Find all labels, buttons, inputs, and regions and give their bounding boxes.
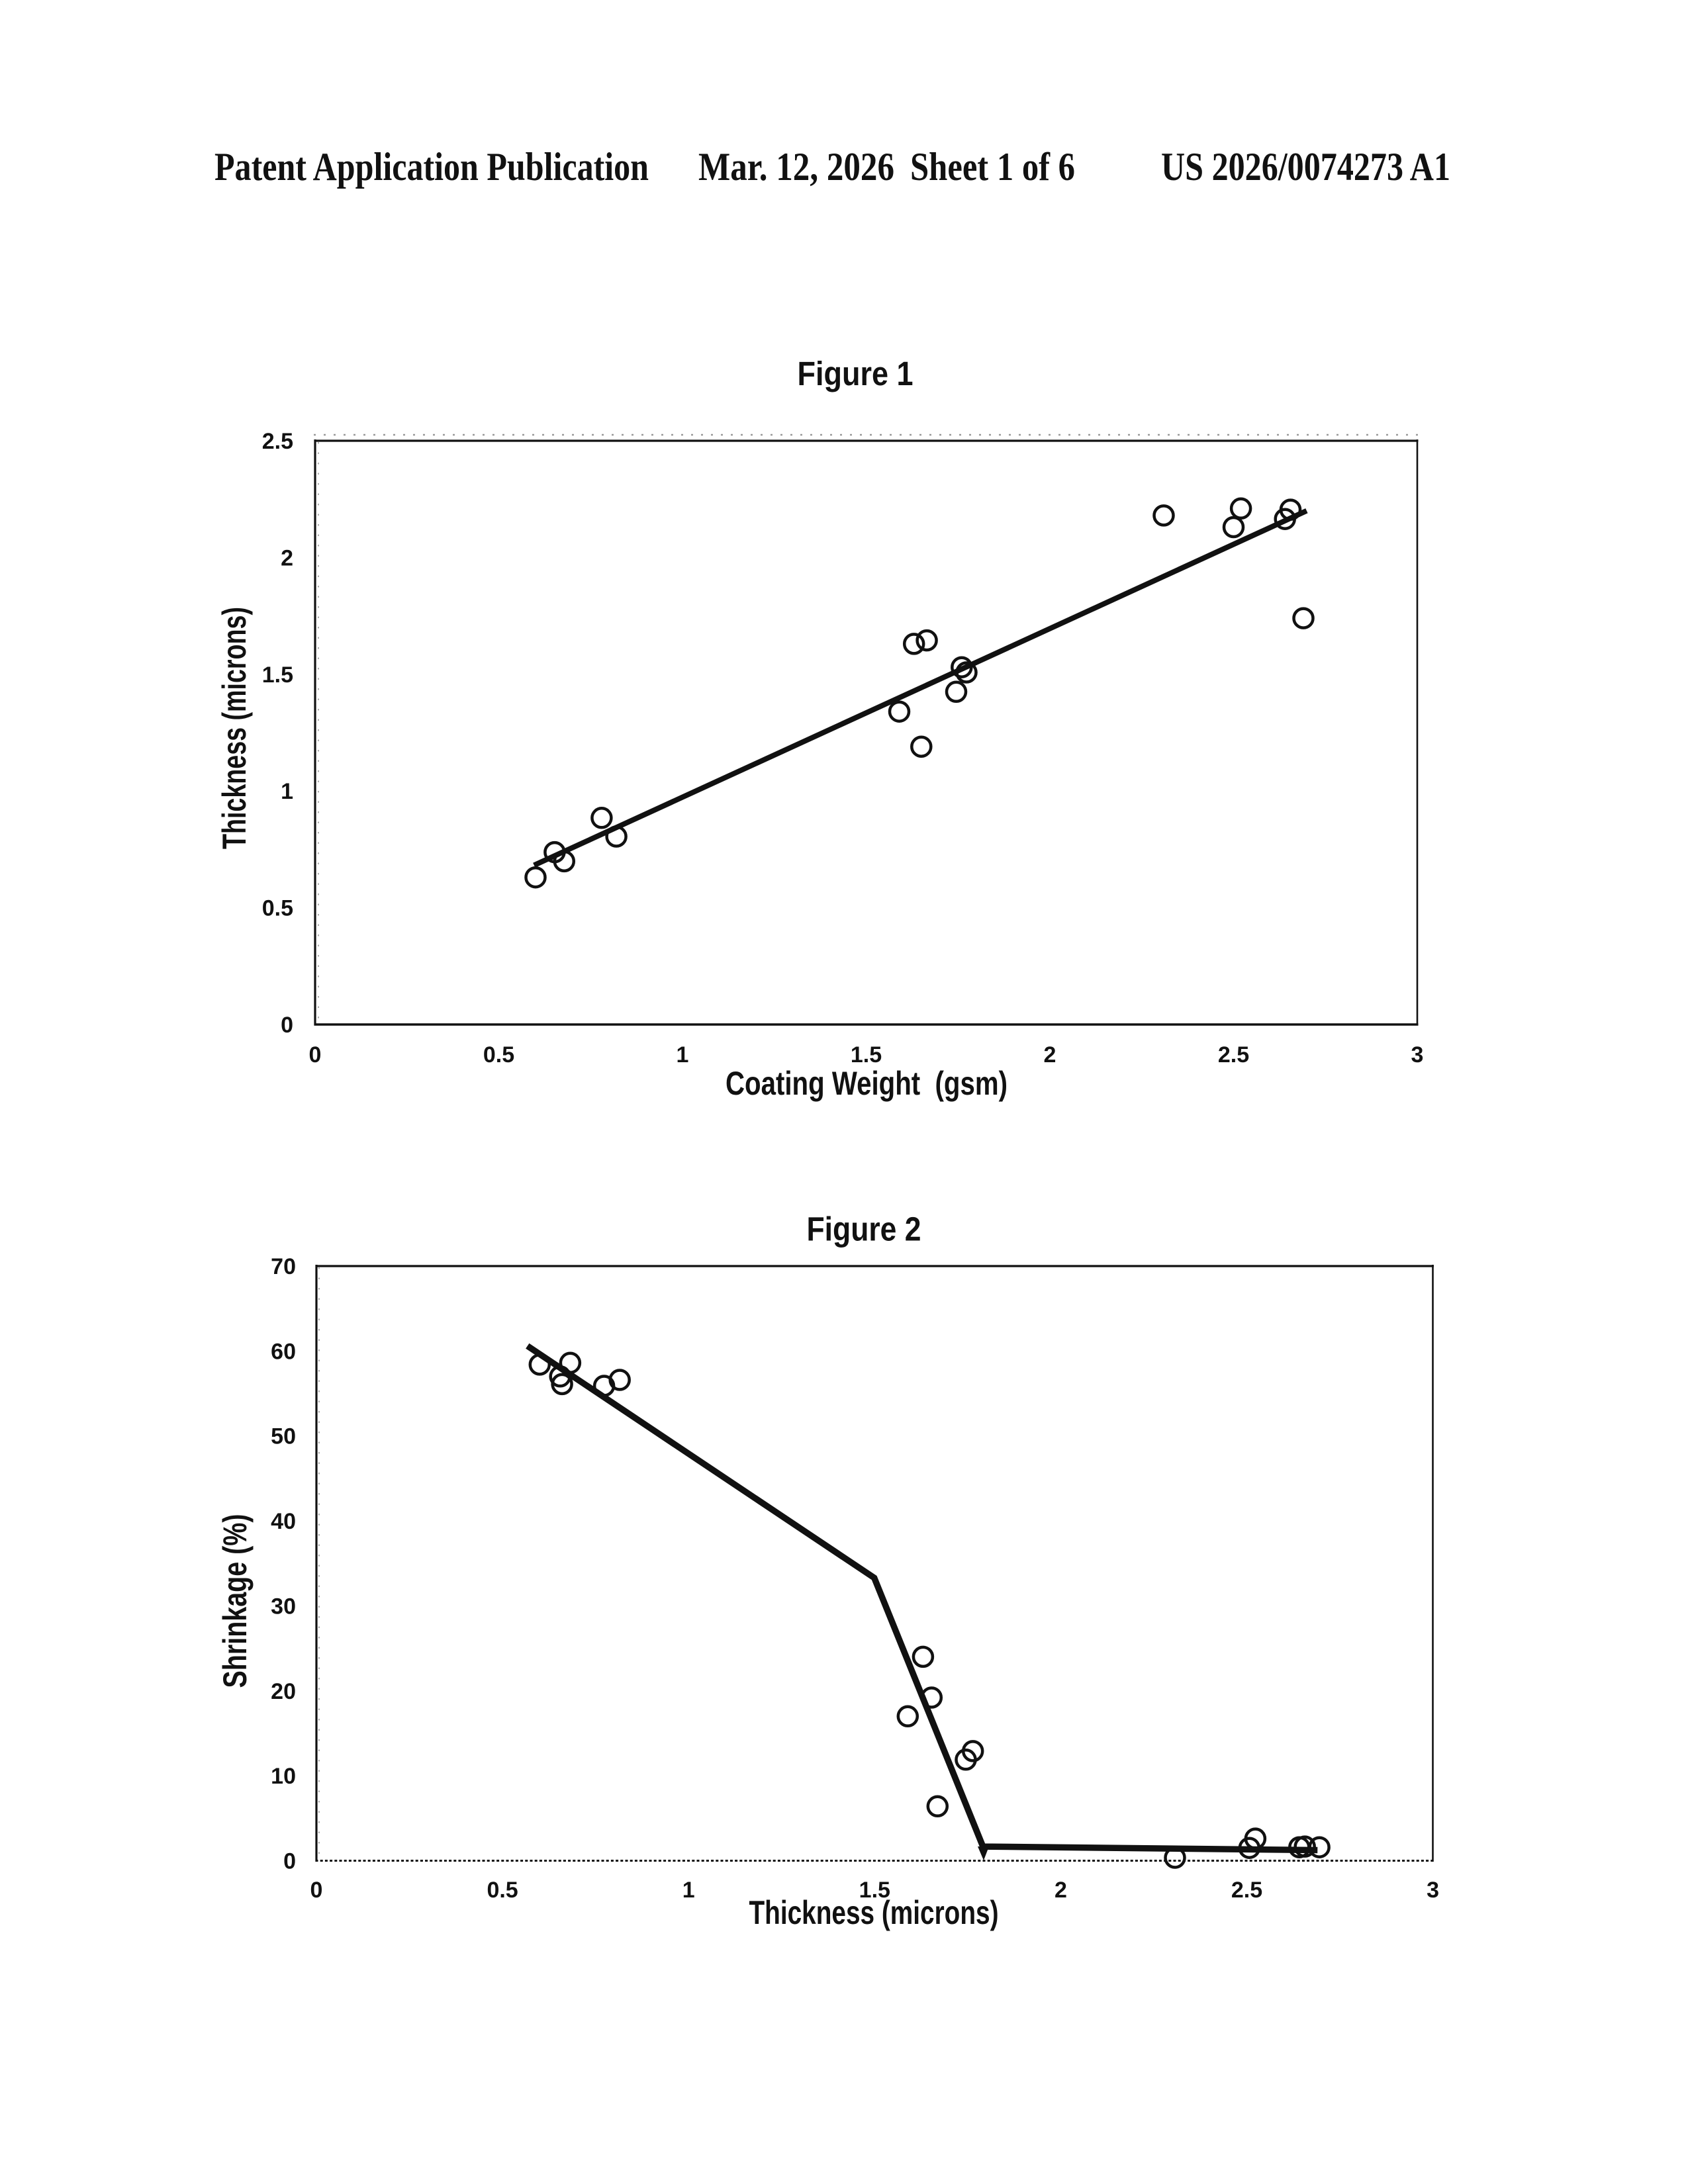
svg-text:1.5: 1.5: [262, 662, 293, 688]
svg-text:0.5: 0.5: [487, 1878, 518, 1903]
svg-text:0: 0: [309, 1042, 322, 1068]
svg-text:3: 3: [1411, 1042, 1424, 1068]
svg-text:10: 10: [271, 1764, 296, 1789]
svg-text:0.5: 0.5: [262, 896, 293, 921]
svg-text:1: 1: [281, 779, 293, 804]
svg-text:1: 1: [682, 1878, 695, 1903]
svg-text:2: 2: [281, 545, 293, 570]
svg-text:Thickness (microns): Thickness (microns): [216, 607, 253, 849]
svg-text:Coating Weight (gsm): Coating Weight (gsm): [726, 1065, 1008, 1102]
svg-text:50: 50: [271, 1424, 296, 1449]
svg-text:Shrinkage (%): Shrinkage (%): [216, 1514, 254, 1688]
svg-text:2.5: 2.5: [1218, 1042, 1249, 1068]
svg-text:70: 70: [271, 1254, 296, 1279]
svg-text:1.5: 1.5: [859, 1878, 890, 1903]
svg-text:0.5: 0.5: [483, 1042, 514, 1068]
svg-text:Figure 1: Figure 1: [798, 355, 914, 392]
svg-text:Figure 2: Figure 2: [807, 1210, 921, 1248]
svg-text:Patent Application Publication: Patent Application Publication: [214, 145, 649, 189]
svg-text:2.5: 2.5: [1231, 1878, 1262, 1903]
svg-text:20: 20: [271, 1679, 296, 1704]
svg-text:1.5: 1.5: [851, 1042, 882, 1068]
svg-text:Sheet 1 of 6: Sheet 1 of 6: [910, 145, 1075, 189]
svg-text:Mar. 12, 2026: Mar. 12, 2026: [698, 145, 894, 189]
svg-text:0: 0: [310, 1878, 323, 1903]
svg-text:60: 60: [271, 1339, 296, 1364]
svg-text:2.5: 2.5: [262, 429, 293, 454]
svg-text:0: 0: [283, 1849, 296, 1874]
svg-text:3: 3: [1427, 1878, 1439, 1903]
svg-text:30: 30: [271, 1594, 296, 1619]
svg-text:2: 2: [1055, 1878, 1067, 1903]
svg-text:2: 2: [1044, 1042, 1056, 1068]
svg-text:1: 1: [677, 1042, 689, 1068]
svg-text:US 2026/0074273 A1: US 2026/0074273 A1: [1161, 145, 1450, 189]
svg-text:40: 40: [271, 1509, 296, 1534]
svg-text:0: 0: [281, 1013, 293, 1038]
svg-text:Thickness (microns): Thickness (microns): [749, 1894, 999, 1931]
